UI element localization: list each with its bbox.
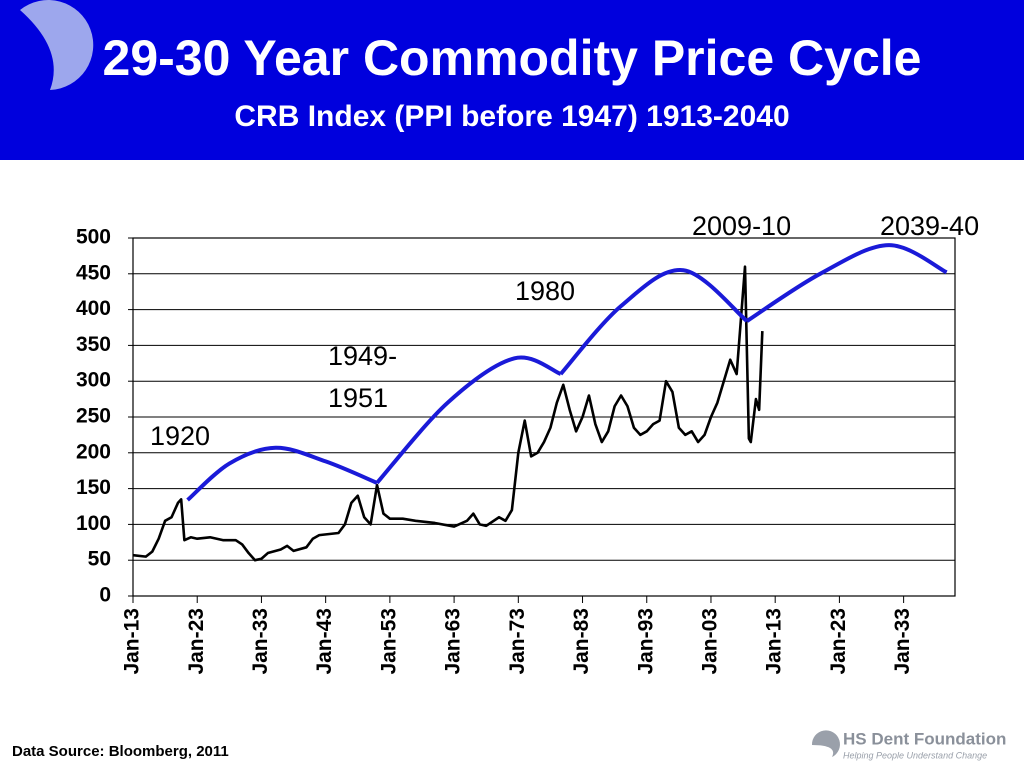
cycle-curve [186,243,948,502]
x-tick-label: Jan-83 [570,608,593,675]
y-tick-label: 100 [76,512,111,535]
chart-title: 29-30 Year Commodity Price Cycle [103,30,922,86]
chart-subtitle: CRB Index (PPI before 1947) 1913-2040 [234,100,789,133]
plot-frame [132,237,956,597]
x-tick-label: Jan-13 [121,608,144,675]
header-band [0,0,1024,160]
logo-tagline: Helping People Understand Change [843,750,987,760]
x-tick-label: Jan-63 [442,608,465,675]
source-note: Data Source: Bloomberg, 2011 [12,743,229,760]
x-tick-label: Jan-23 [185,608,208,675]
logo-name: HS Dent Foundation [843,729,1006,748]
x-tick-label: Jan-73 [506,608,529,675]
x-tick-label: Jan-33 [891,608,914,675]
y-tick-label: 50 [88,548,111,571]
annotation: 2009-10 [692,211,791,241]
index-line [132,265,764,562]
y-tick-label: 0 [99,584,111,607]
x-tick-label: Jan-53 [377,608,400,675]
y-tick-label: 500 [76,226,111,249]
x-tick-label: Jan-33 [249,608,272,675]
x-tick-label: Jan-93 [634,608,657,675]
y-tick-label: 400 [76,297,111,320]
x-tick-label: Jan-03 [699,608,722,675]
footer-logo-swoosh [811,730,840,757]
x-tick-label: Jan-23 [827,608,850,675]
annotation: 1949- [328,341,397,371]
y-tick-label: 350 [76,333,111,356]
header-logo-swoosh [20,0,94,90]
x-tick-label: Jan-13 [763,608,786,675]
y-tick-label: 150 [76,476,111,499]
y-tick-label: 200 [76,440,111,463]
annotation: 2039-40 [880,211,979,241]
x-tick-label: Jan-43 [313,608,336,675]
y-tick-label: 450 [76,261,111,284]
annotation: 1980 [515,276,575,306]
y-tick-label: 250 [76,405,111,428]
y-tick-label: 300 [76,369,111,392]
annotation: 1920 [150,421,210,451]
annotation: 1951 [328,383,388,413]
